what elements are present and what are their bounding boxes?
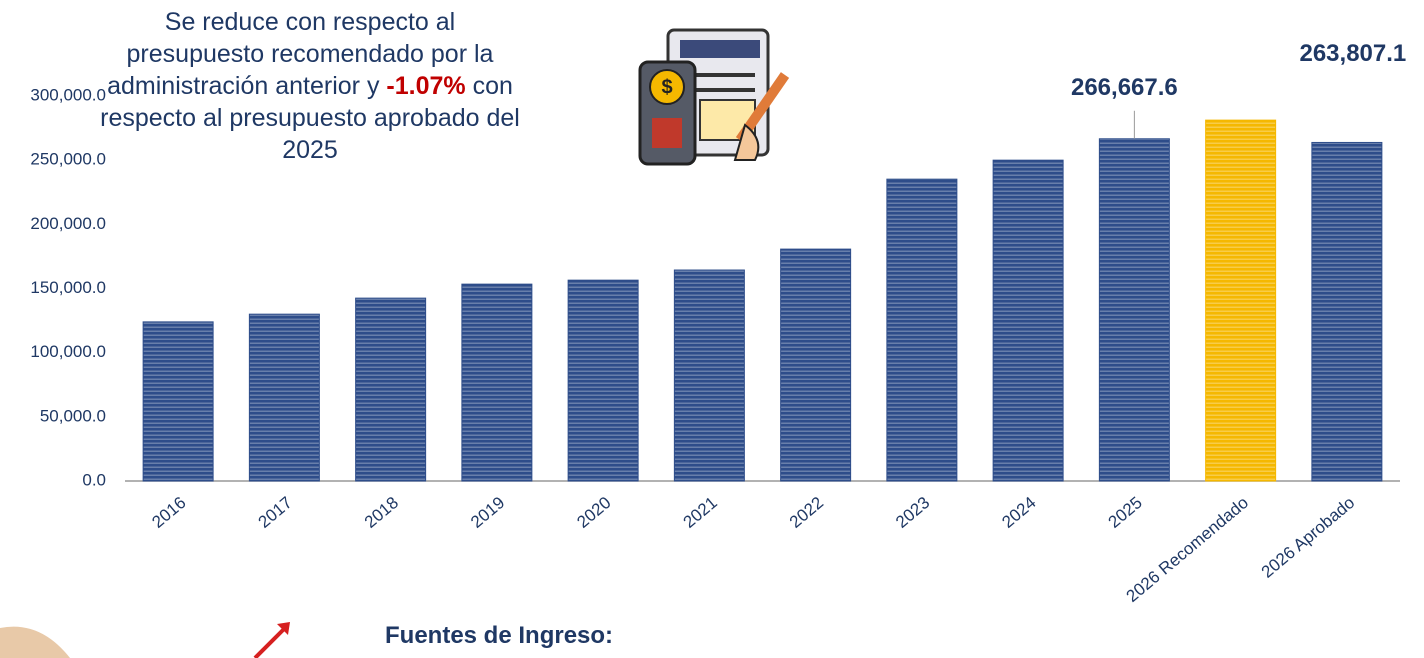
- bar: [1312, 142, 1382, 481]
- svg-text:$: $: [661, 76, 672, 98]
- invoice-icon: $: [640, 30, 785, 164]
- value-label: 266,667.6: [1071, 74, 1178, 101]
- bar: [781, 249, 851, 481]
- bar: [993, 160, 1063, 481]
- x-tick-label: 2024: [998, 493, 1039, 532]
- x-tick-label: 2016: [148, 493, 189, 532]
- y-tick-label: 0.0: [82, 470, 106, 489]
- bar: [887, 179, 957, 481]
- x-tick-label: 2017: [255, 493, 296, 532]
- footer: Fuentes de Ingreso:: [385, 622, 613, 650]
- x-tick-label: 2025: [1105, 493, 1146, 532]
- page: {"chart_data": { "type": "bar", "annotat…: [0, 0, 1424, 658]
- x-tick-label: 2022: [786, 493, 827, 532]
- bar: [1206, 120, 1276, 481]
- y-tick-label: 100,000.0: [30, 342, 106, 361]
- x-tick-label: 2020: [573, 493, 614, 532]
- bar: [568, 280, 638, 481]
- bar: [1099, 139, 1169, 481]
- bar: [674, 270, 744, 481]
- x-tick-label: 2018: [361, 493, 402, 532]
- x-tick-label: 2026 Aprobado: [1258, 493, 1359, 582]
- bar: [249, 314, 319, 481]
- y-tick-label: 50,000.0: [40, 406, 106, 425]
- value-label: 263,807.1: [1299, 40, 1406, 67]
- y-tick-label: 200,000.0: [30, 214, 106, 233]
- x-tick-label: 2021: [680, 493, 721, 532]
- annotation-highlight: -1.07%: [386, 72, 465, 100]
- y-tick-label: 250,000.0: [30, 150, 106, 169]
- y-tick-label: 150,000.0: [30, 278, 106, 297]
- x-tick-label: 2023: [892, 493, 933, 532]
- bar: [462, 284, 532, 481]
- decor: [0, 622, 290, 658]
- bar: [143, 322, 213, 481]
- annotation: Se reduce con respecto al presupuesto re…: [100, 6, 520, 166]
- bar: [356, 298, 426, 481]
- x-tick-label: 2019: [467, 493, 508, 532]
- y-tick-label: 300,000.0: [30, 85, 106, 104]
